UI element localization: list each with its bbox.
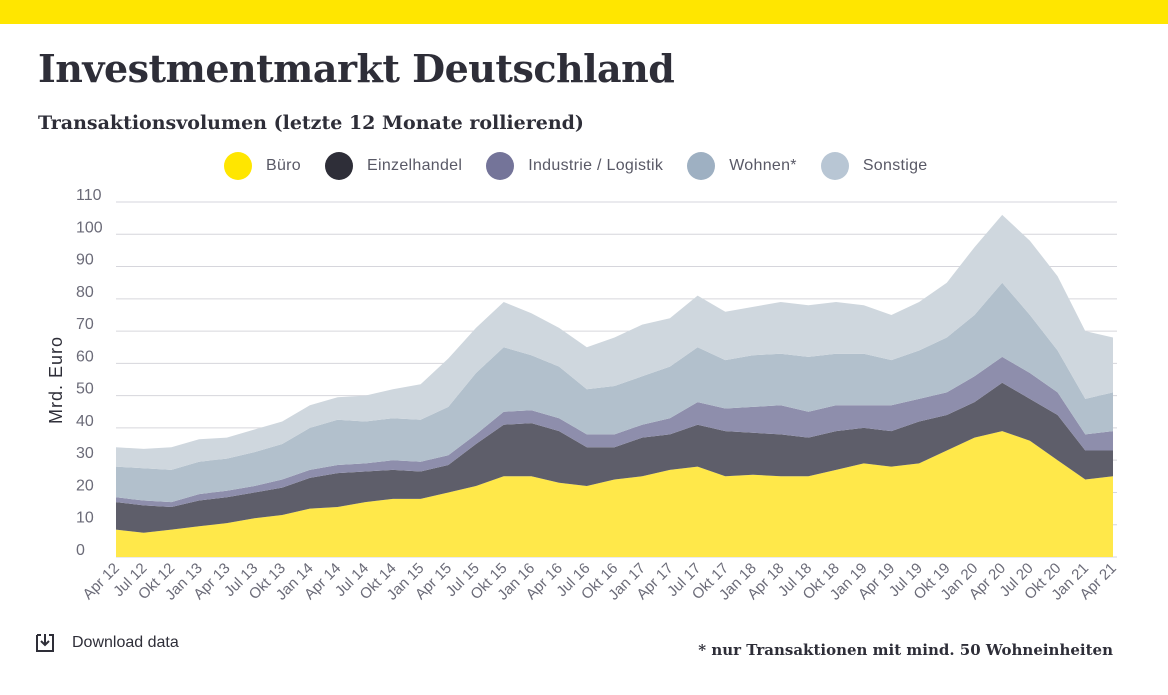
footnote: * nur Transaktionen mit mind. 50 Wohnein… — [698, 641, 1113, 659]
y-axis-label: Mrd. Euro — [46, 336, 66, 424]
chart-subtitle: Transaktionsvolumen (letzte 12 Monate ro… — [38, 112, 584, 134]
y-tick-label: 40 — [76, 413, 94, 430]
y-tick-label: 70 — [76, 316, 94, 333]
legend-label: Wohnen* — [729, 157, 797, 174]
y-tick-label: 110 — [76, 187, 102, 204]
legend-swatch — [486, 152, 515, 180]
y-tick-label: 20 — [76, 477, 94, 494]
legend-swatch — [325, 152, 353, 180]
legend-swatch — [224, 152, 252, 180]
legend-item-4: Sonstige — [820, 152, 928, 180]
series-area-4 — [116, 214, 1113, 470]
download-data-button[interactable]: Download data — [34, 632, 179, 654]
legend-label: Einzelhandel — [367, 157, 463, 174]
y-tick-label: 10 — [76, 510, 94, 527]
legend-item-0: Büro — [224, 152, 301, 180]
brand-top-bar — [0, 0, 1168, 24]
y-tick-label: 30 — [76, 445, 94, 462]
y-tick-label: 80 — [76, 284, 94, 301]
legend-item-2: Industrie / Logistik — [486, 152, 663, 180]
series-area-1 — [116, 382, 1113, 533]
legend-label: Büro — [266, 157, 301, 174]
y-tick-label: 60 — [76, 348, 94, 365]
series-area-0 — [116, 431, 1113, 557]
y-tick-label: 50 — [76, 381, 94, 398]
legend-label: Sonstige — [862, 157, 928, 174]
legend-item-3: Wohnen* — [687, 152, 797, 180]
legend-label: Industrie / Logistik — [528, 157, 664, 174]
y-tick-label: 0 — [76, 542, 85, 559]
download-data-label: Download data — [72, 634, 179, 651]
legend-item-1: Einzelhandel — [325, 152, 462, 180]
download-icon — [36, 634, 54, 652]
series-area-3 — [116, 282, 1113, 503]
series-area-2 — [116, 356, 1113, 507]
page-title: Investmentmarkt Deutschland — [38, 46, 675, 91]
y-tick-label: 90 — [76, 252, 94, 269]
chart-legend: Büro Einzelhandel Industrie / Logistik Wohn… — [224, 150, 952, 182]
legend-swatch — [687, 152, 716, 180]
legend-swatch — [820, 152, 849, 180]
y-tick-label: 100 — [76, 219, 103, 236]
